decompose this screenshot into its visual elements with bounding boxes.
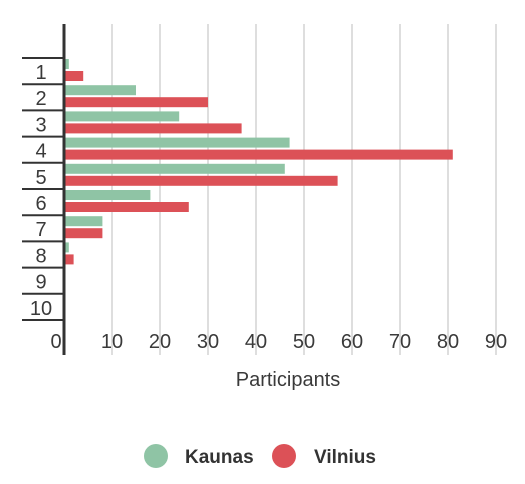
bar-kaunas-6 bbox=[64, 190, 151, 200]
legend-label-kaunas: Kaunas bbox=[185, 447, 254, 468]
category-label: 1 bbox=[35, 62, 46, 84]
category-label: 5 bbox=[35, 167, 46, 189]
x-tick-label: 70 bbox=[389, 331, 411, 353]
category-label: 4 bbox=[35, 141, 46, 163]
bar-vilnius-8 bbox=[64, 254, 74, 265]
x-tick-label: 90 bbox=[485, 331, 507, 353]
x-tick-label: 60 bbox=[341, 331, 363, 353]
bar-kaunas-3 bbox=[64, 111, 180, 122]
x-tick-label: 50 bbox=[293, 331, 315, 353]
category-axis: 1 2 3 4 5 6 7 8 9 10 bbox=[22, 57, 64, 321]
legend-label-vilnius: Vilnius bbox=[314, 447, 376, 468]
bar-vilnius-4 bbox=[64, 149, 453, 160]
category-label: 9 bbox=[35, 272, 46, 294]
category-label: 7 bbox=[35, 219, 46, 241]
bar-vilnius-5 bbox=[64, 175, 338, 186]
category-label: 10 bbox=[30, 298, 52, 320]
category-label: 8 bbox=[35, 245, 46, 267]
bar-kaunas-2 bbox=[64, 85, 136, 96]
x-tick-label: 80 bbox=[437, 331, 459, 353]
x-tick-label: 0 bbox=[50, 331, 61, 353]
gridlines bbox=[111, 24, 497, 355]
x-tick-label: 10 bbox=[101, 331, 123, 353]
bar-kaunas-1 bbox=[64, 59, 69, 69]
legend: Kaunas Vilnius bbox=[144, 444, 376, 468]
bar-kaunas-5 bbox=[64, 163, 285, 174]
x-tick-label: 30 bbox=[197, 331, 219, 353]
bar-vilnius-6 bbox=[64, 202, 189, 212]
x-tick-label: 20 bbox=[149, 331, 171, 353]
legend-marker-vilnius bbox=[272, 444, 296, 468]
bar-kaunas-4 bbox=[64, 137, 290, 148]
x-axis-ticks: 0 10 20 30 40 50 60 70 80 90 bbox=[50, 331, 507, 353]
category-label: 6 bbox=[35, 193, 46, 215]
x-tick-label: 40 bbox=[245, 331, 267, 353]
bars bbox=[64, 59, 453, 265]
bar-kaunas-8 bbox=[64, 242, 69, 253]
bar-vilnius-1 bbox=[64, 71, 84, 81]
bar-vilnius-3 bbox=[64, 123, 242, 134]
legend-marker-kaunas bbox=[144, 444, 168, 468]
category-label: 2 bbox=[35, 88, 46, 110]
x-axis-title: Participants bbox=[236, 369, 341, 391]
bar-vilnius-2 bbox=[64, 97, 208, 108]
bar-kaunas-7 bbox=[64, 216, 103, 227]
bar-vilnius-7 bbox=[64, 228, 103, 239]
category-label: 3 bbox=[35, 114, 46, 136]
